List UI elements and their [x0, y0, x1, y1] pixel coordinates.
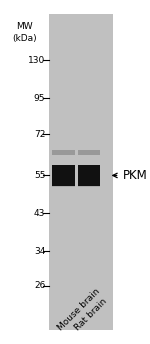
Text: (kDa): (kDa) — [12, 34, 37, 43]
Bar — [78, 150, 100, 155]
Bar — [75, 160, 78, 191]
Text: 95: 95 — [34, 94, 45, 103]
Bar — [52, 150, 75, 155]
Text: 26: 26 — [34, 281, 45, 290]
Text: 72: 72 — [34, 130, 45, 139]
Bar — [52, 165, 75, 186]
Text: 55: 55 — [34, 171, 45, 180]
Bar — [78, 165, 100, 186]
Text: 34: 34 — [34, 247, 45, 256]
Text: 43: 43 — [34, 209, 45, 218]
Bar — [50, 14, 113, 330]
Bar — [52, 176, 75, 182]
Bar — [52, 183, 75, 187]
Text: MW: MW — [16, 22, 33, 31]
Bar — [78, 183, 100, 187]
Text: Rat brain: Rat brain — [73, 296, 109, 332]
Bar — [78, 176, 100, 182]
Text: 130: 130 — [28, 56, 45, 65]
Text: PKM: PKM — [123, 169, 148, 182]
Text: Mouse brain: Mouse brain — [56, 286, 102, 332]
